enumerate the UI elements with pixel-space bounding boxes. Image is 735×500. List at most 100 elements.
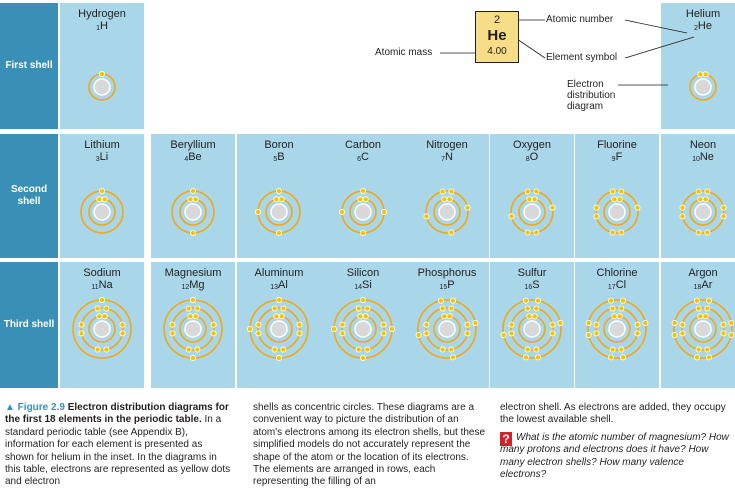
element-name: Beryllium bbox=[170, 139, 216, 151]
nucleus bbox=[608, 320, 626, 338]
element-symbol-text: Cl bbox=[615, 279, 627, 291]
electron-dot bbox=[609, 305, 616, 312]
electron-dot bbox=[634, 330, 641, 337]
element-symbol-text: N bbox=[444, 151, 453, 163]
electron-shell-2 bbox=[681, 307, 725, 351]
figure-title: Electron distribution diagrams for the f… bbox=[5, 402, 229, 426]
inset-element-symbol: He bbox=[487, 27, 507, 44]
electron-dot bbox=[728, 319, 735, 326]
nucleus bbox=[694, 203, 712, 221]
electron-diagram bbox=[679, 188, 727, 236]
label-atomic-number: Atomic number bbox=[546, 14, 614, 25]
nucleus bbox=[93, 203, 111, 221]
electron-dot bbox=[94, 305, 101, 312]
nucleus bbox=[93, 320, 111, 338]
electron-dot bbox=[500, 332, 507, 339]
element-name: Sodium bbox=[83, 267, 121, 279]
electron-shell-2 bbox=[257, 307, 301, 351]
electron-dot bbox=[99, 188, 106, 195]
element-symbol: 9F bbox=[575, 151, 659, 166]
electron-dot bbox=[533, 188, 540, 195]
element-cell-chlorine: Chlorine 17Cl bbox=[575, 262, 659, 388]
element-atomic-number: 17 bbox=[607, 284, 616, 291]
electron-dot bbox=[607, 297, 614, 304]
element-cell-nitrogen: Nitrogen 7N bbox=[405, 134, 489, 258]
element-symbol: 5B bbox=[237, 151, 321, 166]
element-symbol: 15P bbox=[405, 279, 489, 294]
nucleus bbox=[694, 320, 712, 338]
element-symbol-text: P bbox=[447, 279, 455, 291]
element-symbol-text: Be bbox=[188, 151, 202, 163]
electron-shell-2 bbox=[171, 307, 215, 351]
electron-dot bbox=[415, 332, 422, 339]
electron-dot bbox=[557, 319, 564, 326]
nucleus bbox=[270, 203, 288, 221]
element-symbol-text: O bbox=[529, 151, 539, 163]
electron-shell-3 bbox=[417, 299, 477, 359]
electron-dot bbox=[671, 332, 678, 339]
electron-diagram bbox=[254, 188, 301, 237]
electron-dot bbox=[362, 313, 369, 320]
element-symbol: 17Cl bbox=[575, 279, 659, 294]
electron-dot bbox=[524, 346, 531, 353]
electron-dot bbox=[278, 313, 285, 320]
electron-dot bbox=[524, 229, 531, 236]
electron-dot bbox=[464, 204, 471, 211]
inset-atomic-number: 2 bbox=[493, 14, 501, 26]
electron-dot bbox=[280, 346, 287, 353]
electron-dot bbox=[720, 213, 727, 220]
inset-callout-lines bbox=[440, 19, 695, 86]
caption-column-1: ▲ Figure 2.9 Electron distribution diagr… bbox=[5, 402, 231, 489]
shell-label-1: First shell bbox=[0, 3, 58, 129]
electron-dot bbox=[446, 313, 453, 320]
electron-dot bbox=[693, 354, 700, 361]
question-mark-icon: ? bbox=[500, 432, 512, 446]
element-name: Argon bbox=[688, 267, 718, 279]
electron-dot bbox=[360, 355, 367, 362]
electron-dot bbox=[185, 346, 192, 353]
electron-dot bbox=[280, 305, 287, 312]
electron-dot bbox=[439, 305, 446, 312]
electron-dot bbox=[593, 330, 600, 337]
element-symbol: 16S bbox=[490, 279, 574, 294]
leader-atomic-number-to-helium bbox=[624, 19, 688, 34]
electron-dot bbox=[278, 196, 285, 203]
electron-dot bbox=[508, 330, 515, 337]
electron-dot bbox=[704, 346, 711, 353]
electron-dot bbox=[609, 229, 616, 236]
electron-dot bbox=[364, 346, 371, 353]
electron-diagram bbox=[72, 297, 132, 359]
element-cell-hydrogen: Hydrogen 1H bbox=[60, 3, 144, 129]
electron-dot bbox=[531, 196, 538, 203]
electron-diagram bbox=[246, 297, 309, 362]
electron-dot bbox=[448, 305, 455, 312]
electron-diagram bbox=[508, 188, 556, 236]
element-name: Boron bbox=[264, 139, 294, 151]
element-symbol: 3Li bbox=[60, 151, 144, 166]
electron-diagram bbox=[338, 188, 388, 237]
electron-dot bbox=[702, 196, 709, 203]
electron-dot bbox=[704, 305, 711, 312]
electron-shell-2 bbox=[681, 190, 725, 234]
electron-dot bbox=[448, 188, 455, 195]
electron-dot bbox=[618, 188, 625, 195]
element-atomic-number: 7 bbox=[441, 156, 445, 163]
electron-shell-2 bbox=[595, 190, 639, 234]
electron-dot bbox=[339, 330, 346, 337]
element-symbol-text: Na bbox=[98, 279, 113, 291]
element-atomic-number: 1 bbox=[96, 25, 100, 32]
element-atomic-number: 14 bbox=[354, 284, 362, 291]
nucleus bbox=[354, 203, 372, 221]
electron-dot bbox=[693, 297, 700, 304]
shell-label-3: Third shell bbox=[0, 262, 58, 388]
nucleus bbox=[270, 320, 288, 338]
electron-dot bbox=[695, 305, 702, 312]
electron-diagram bbox=[500, 297, 564, 361]
electron-dot bbox=[255, 321, 262, 328]
nucleus bbox=[184, 203, 202, 221]
electron-dot bbox=[616, 313, 623, 320]
electron-dot bbox=[720, 204, 727, 211]
element-symbol-text: F bbox=[615, 151, 623, 163]
electron-diagram bbox=[330, 297, 396, 362]
electron-dot bbox=[194, 305, 201, 312]
